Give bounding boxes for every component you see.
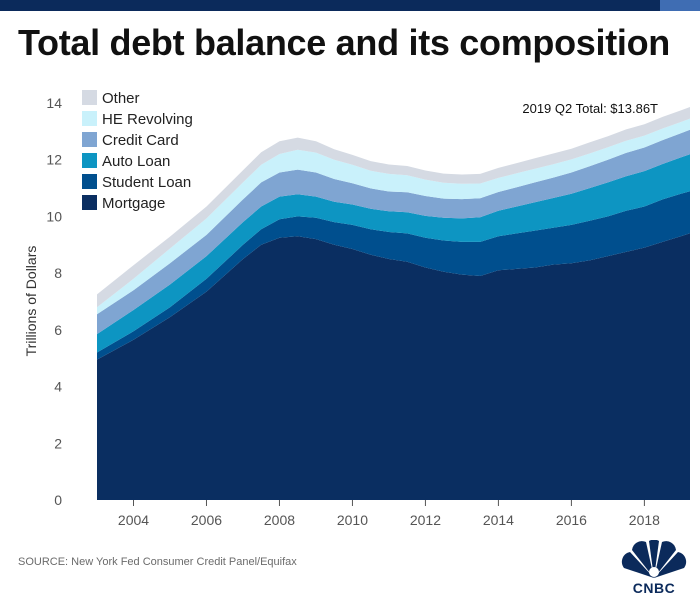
area-he-revolving (97, 118, 690, 315)
y-tick-label: 12 (46, 152, 62, 168)
legend-swatch (82, 132, 97, 147)
x-tick-label: 2014 (483, 512, 514, 528)
legend-swatch (82, 153, 97, 168)
x-tick-label: 2010 (337, 512, 368, 528)
top-accent-notch (660, 0, 700, 11)
y-tick-label: 0 (54, 492, 62, 508)
x-tick-label: 2004 (118, 512, 149, 528)
y-tick-label: 6 (54, 322, 62, 338)
cnbc-logo-text: CNBC (632, 580, 676, 596)
top-accent-bar (0, 0, 700, 11)
legend-label: Credit Card (102, 132, 179, 149)
y-tick-label: 4 (54, 379, 62, 395)
legend-label: Auto Loan (102, 153, 170, 170)
legend-label: Other (102, 90, 140, 107)
y-tick-label: 14 (46, 95, 62, 111)
y-tick-label: 2 (54, 435, 62, 451)
y-tick-label: 8 (54, 265, 62, 281)
x-tick-label: 2018 (629, 512, 660, 528)
x-tick-label: 2016 (556, 512, 587, 528)
y-axis-label: Trillions of Dollars (23, 246, 39, 357)
legend-swatch (82, 90, 97, 105)
x-tick-label: 2006 (191, 512, 222, 528)
source-note: SOURCE: New York Fed Consumer Credit Pan… (18, 556, 297, 568)
area-student-loan (97, 191, 690, 360)
y-tick-label: 10 (46, 208, 62, 224)
area-credit-card (97, 129, 690, 335)
legend-label: Student Loan (102, 174, 191, 191)
chart-title: Total debt balance and its composition (18, 22, 670, 63)
x-tick-label: 2012 (410, 512, 441, 528)
legend-swatch (82, 195, 97, 210)
area-other (97, 107, 690, 308)
area-mortgage (97, 233, 690, 500)
area-auto-loan (97, 154, 690, 353)
legend-swatch (82, 111, 97, 126)
legend-swatch (82, 174, 97, 189)
legend-label: Mortgage (102, 195, 165, 212)
total-annotation: 2019 Q2 Total: $13.86T (522, 101, 658, 116)
cnbc-logo: CNBC (618, 539, 690, 596)
legend-label: HE Revolving (102, 111, 193, 128)
x-tick-label: 2008 (264, 512, 295, 528)
peacock-icon (621, 539, 687, 578)
